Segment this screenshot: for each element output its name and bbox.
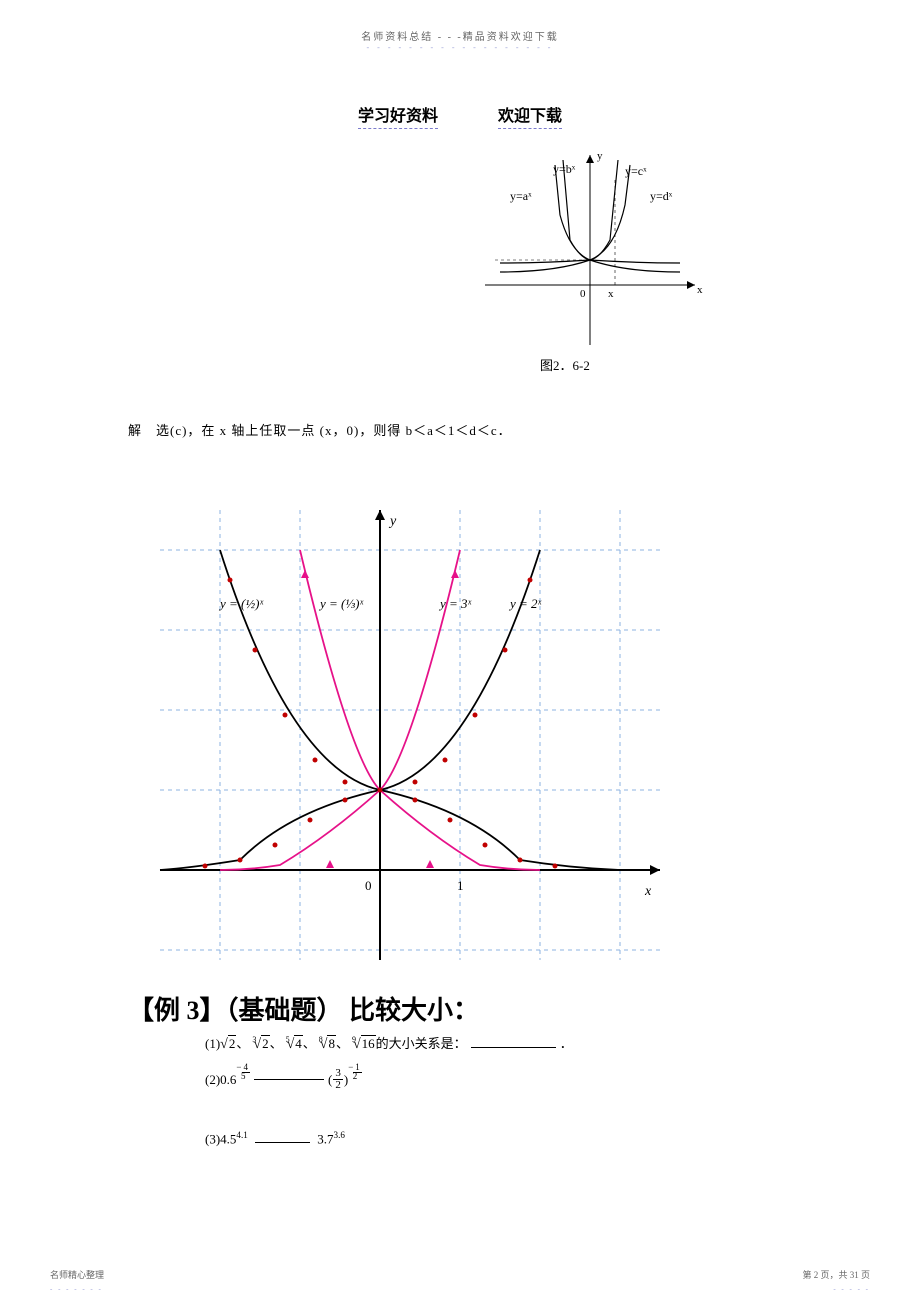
cbrt-2: 3√2: [249, 1035, 269, 1053]
p2-open: (: [328, 1072, 332, 1088]
p2-exp2: −1 2: [348, 1063, 362, 1081]
problem-3: (3)4.54.1 3.73.6: [205, 1130, 345, 1147]
p3-a: (3)4.5: [205, 1131, 236, 1146]
example-3-heading: 【例 3】（基础题） 比较大小：: [128, 990, 479, 1027]
footer-right: 第 2 页，共 31 页: [802, 1268, 870, 1281]
problem-1: (1) √2、 3√2、 5√4、 8√8、 9√16 的大小关系是： ．: [205, 1033, 573, 1053]
p1-prefix: (1): [205, 1036, 220, 1052]
header-dots: - - - - - - - - - - - - - - - - - -: [0, 43, 920, 52]
p3-sup-a: 4.1: [236, 1130, 247, 1140]
p3-b: 3.7: [317, 1131, 333, 1146]
footer-left: 名师精心整理: [50, 1268, 104, 1281]
y-axis-label: y: [597, 150, 603, 162]
p2-exp1: −4 5: [236, 1063, 250, 1081]
curve-half-label: y = (½)ˣ: [218, 596, 263, 611]
9root-16: 9√16: [349, 1035, 376, 1053]
page-title-row: 学习好资料 欢迎下载: [0, 102, 920, 129]
p1-period: ．: [560, 1033, 573, 1052]
8root-8: 8√8: [316, 1035, 336, 1053]
origin-label: 0: [580, 288, 586, 300]
footer-dots-left: - - - - - - -: [50, 1285, 103, 1293]
title-right: 欢迎下载: [498, 102, 562, 129]
5root-4: 5√4: [283, 1035, 303, 1053]
figure-2-6-2: y x 0 y=aˣ y=bˣ y=cˣ y=dˣ x: [475, 145, 705, 355]
origin-label-2: 0: [365, 878, 372, 893]
footer-dots-right: - - - - -: [833, 1285, 870, 1293]
p3-blank: [255, 1142, 310, 1143]
curve-2-label: y = 2ˣ: [508, 596, 542, 611]
curve-b-label: y=bˣ: [553, 162, 576, 176]
solution-text: 解 选(c)，在 x 轴上任取一点 (x，0)，则得 b＜a＜1＜d＜c．: [128, 420, 512, 439]
problem-2: (2)0.6 −4 5 ( 3 2 ) −1 2: [205, 1068, 362, 1091]
title-left: 学习好资料: [358, 102, 438, 129]
p1-blank: [471, 1047, 556, 1048]
p1-suffix: 的大小关系是：: [376, 1033, 467, 1052]
y-axis-label-2: y: [388, 514, 397, 529]
curve-third-label: y = (⅓)ˣ: [318, 596, 363, 611]
x-axis-label: x: [697, 284, 703, 296]
sqrt-2: √2: [220, 1035, 236, 1053]
curve-c-label: y=cˣ: [625, 164, 647, 178]
one-label: 1: [457, 878, 464, 893]
p2-prefix: (2)0.6: [205, 1072, 236, 1088]
x-axis-label-2: x: [644, 884, 652, 899]
p3-sup-b: 3.6: [334, 1130, 345, 1140]
header-top-text: 名师资料总结 - - -精品资料欢迎下载: [0, 0, 920, 43]
exponential-graph: y x 0 1 y = (½)ˣ y = (⅓)ˣ y = 3ˣ y = 2ˣ: [150, 500, 670, 970]
figure1-caption: 图2．6-2: [540, 355, 590, 374]
p2-blank: [254, 1079, 324, 1080]
curve-3-label: y = 3ˣ: [438, 596, 472, 611]
curve-a-label: y=aˣ: [510, 189, 532, 203]
curve-d-label: y=dˣ: [650, 189, 673, 203]
x-tick-label: x: [608, 288, 614, 300]
p2-frac: 3 2: [333, 1068, 343, 1091]
